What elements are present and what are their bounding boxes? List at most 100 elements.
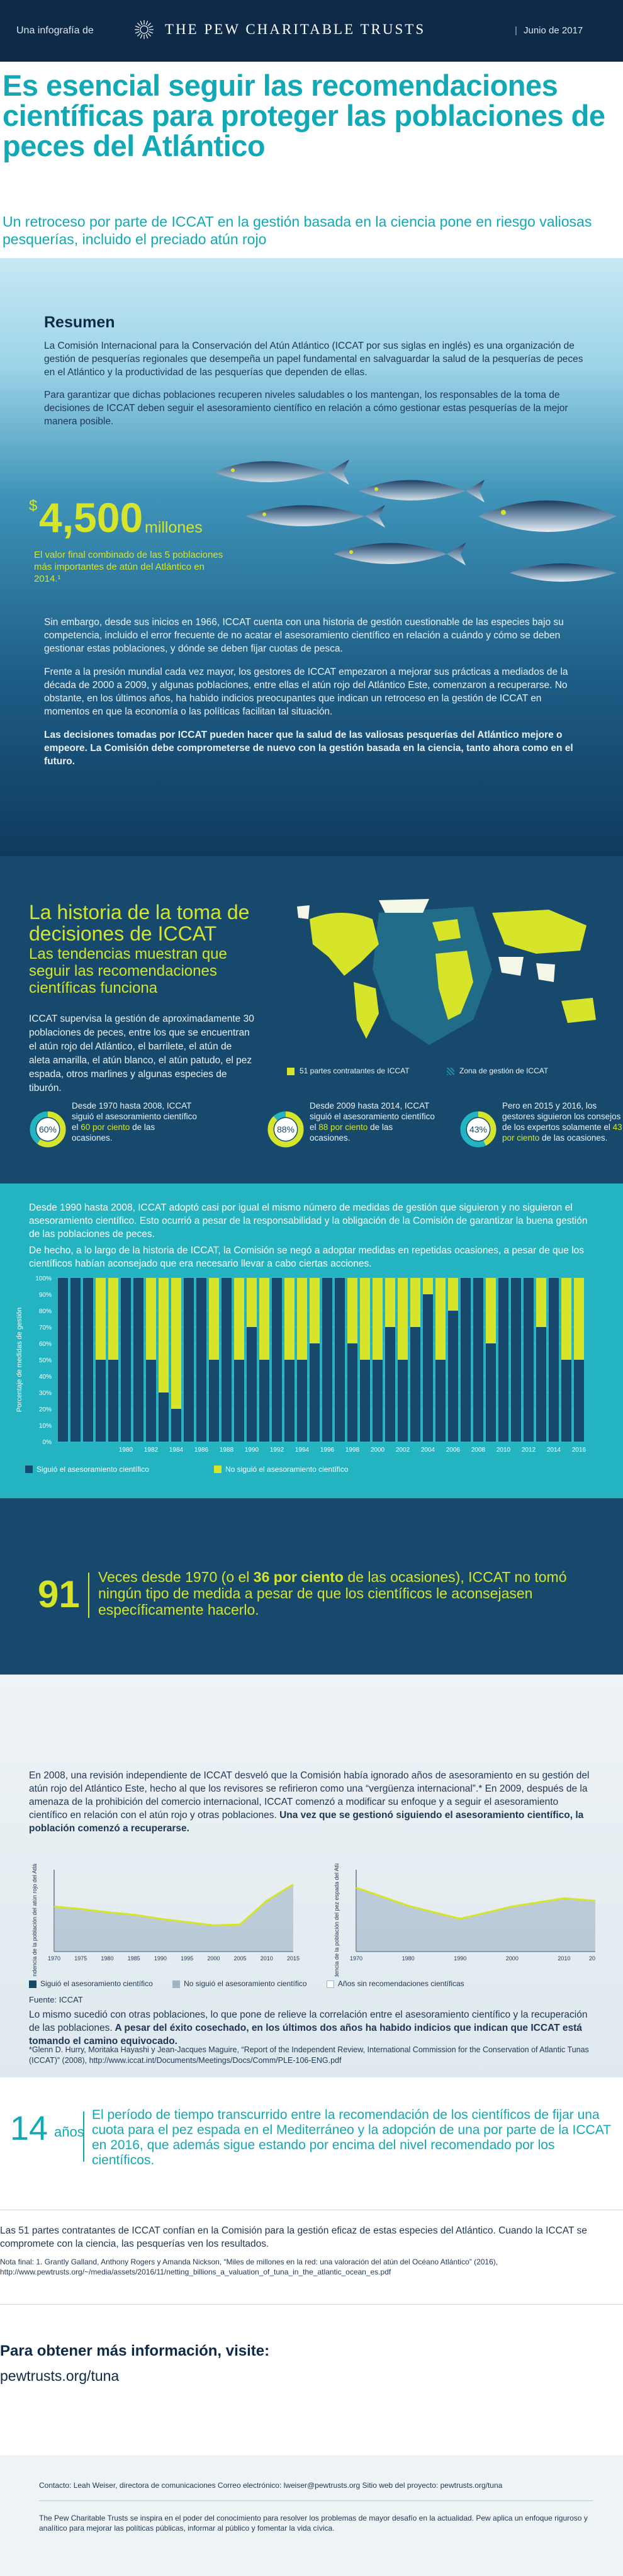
stat-highlight: 88 por ciento: [318, 1122, 368, 1132]
x-tick-label: 1988: [220, 1447, 234, 1454]
stat-text: Desde 1970 hasta 2008, ICCAT siguió el a…: [72, 1100, 198, 1143]
bar-not-followed: [574, 1278, 584, 1360]
bar-followed: [247, 1327, 257, 1442]
bar-followed: [473, 1278, 483, 1442]
x-tick-label: 2000: [207, 1955, 220, 1962]
ring-label: 43%: [469, 1124, 487, 1134]
pew-logo-icon: [135, 20, 154, 39]
bar-not-followed: [234, 1278, 244, 1360]
y-tick-label: 20%: [39, 1406, 52, 1413]
footer-contact: Contacto: Leah Weiser, directora de comu…: [39, 2481, 503, 2490]
y-axis-label: Tendencia de la población del atún rojo …: [31, 1863, 38, 1977]
x-tick-label: 2000: [506, 1955, 519, 1962]
bar-followed: [511, 1278, 521, 1442]
logo-ray: [147, 22, 152, 26]
logo-ray: [147, 33, 152, 37]
logo-ray: [135, 25, 140, 28]
bar-followed: [498, 1278, 508, 1442]
stat-highlight: 60 por ciento: [81, 1122, 130, 1132]
more-link[interactable]: pewtrusts.org/tuna: [0, 2368, 120, 2384]
bar-followed: [184, 1278, 194, 1442]
stat-text-pre: Desde 1970 hasta 2008, ICCAT siguió el a…: [72, 1101, 197, 1132]
x-tick-label: 2000: [371, 1447, 385, 1454]
x-tick-label: 2012: [522, 1447, 536, 1454]
bar-not-followed: [209, 1278, 219, 1360]
callout-unit: años: [54, 2124, 84, 2140]
stat-text-post: de las ocasiones.: [539, 1133, 608, 1143]
logo-ray: [135, 31, 140, 34]
page-title: Es esencial seguir las recomendaciones c…: [3, 69, 605, 162]
org-name: THE PEW CHARITABLE TRUSTS: [165, 21, 426, 37]
callout-number: 91: [38, 1573, 80, 1615]
y-tick-label: 70%: [39, 1325, 52, 1331]
bar-followed: [486, 1343, 496, 1442]
review-paragraph-1: En 2008, una revisión independiente de I…: [29, 1769, 595, 1835]
bar-followed: [70, 1278, 81, 1442]
x-tick-label: 1975: [74, 1955, 87, 1962]
legend-followed: Siguió el asesoramiento científico: [40, 1979, 153, 1988]
y-axis-label: Tendencia de la población del pez espada…: [334, 1863, 340, 1977]
bar-not-followed: [561, 1278, 571, 1360]
legend-parties-label: 51 partes contratantes de ICCAT: [300, 1066, 410, 1075]
history-paragraph-3: Las decisiones tomadas por ICCAT pueden …: [44, 730, 573, 767]
x-tick-label: 1980: [101, 1955, 113, 1962]
callout-text-highlight: 36 por ciento: [253, 1569, 344, 1585]
logo-ray: [137, 22, 141, 26]
x-tick-label: 1984: [169, 1447, 184, 1454]
decisions-section: La historia de la toma de decisiones de …: [0, 856, 623, 1183]
legend-swatch: [214, 1466, 222, 1473]
ring-center: [274, 1118, 297, 1141]
legend-swatch: [447, 1067, 454, 1075]
bar-followed: [146, 1360, 156, 1442]
bar-followed: [209, 1360, 219, 1442]
bar-not-followed: [259, 1278, 269, 1360]
x-tick-label: 1970: [350, 1955, 362, 1962]
y-tick-label: 60%: [39, 1341, 52, 1348]
bar-followed: [234, 1360, 244, 1442]
stat-2: 88% Desde 2009 hasta 2014, ICCAT siguió e…: [267, 1100, 449, 1176]
history-intro: Sin embargo, desde sus inicios en 1966, …: [44, 616, 585, 778]
bar-followed: [58, 1278, 68, 1442]
bar-not-followed: [247, 1278, 257, 1327]
x-tick-label: 2015: [287, 1955, 300, 1962]
legend-not-followed: No siguió el asesoramiento científico: [225, 1465, 349, 1474]
teal-paragraph-1: Desde 1990 hasta 2008, ICCAT adoptó casi…: [29, 1202, 588, 1240]
more-heading: Para obtener más información, visite:: [0, 2342, 270, 2359]
bar-followed: [435, 1360, 446, 1442]
bar-followed: [297, 1360, 307, 1442]
tuna-illustration: [214, 460, 617, 582]
percent-ring-icon: 88%: [267, 1111, 304, 1148]
legend-swatch: [326, 1980, 334, 1988]
bar-followed: [360, 1360, 370, 1442]
legend-followed: Siguió el asesoramiento científico: [36, 1465, 149, 1474]
population-area: [54, 1884, 293, 1952]
bar-followed: [574, 1360, 584, 1442]
bar-followed: [410, 1327, 420, 1442]
population-line: [356, 1887, 595, 1920]
ocean-section: Resumen La Comisión Internacional para l…: [0, 258, 623, 856]
bar-followed: [171, 1409, 181, 1442]
callout-rule: [83, 2111, 84, 2162]
ring-center: [36, 1118, 59, 1141]
bar-not-followed: [410, 1278, 420, 1327]
bar-not-followed: [536, 1278, 546, 1327]
bar-not-followed: [385, 1278, 395, 1327]
bar-followed: [259, 1360, 269, 1442]
y-tick-label: 100%: [35, 1275, 52, 1282]
bar-not-followed: [310, 1278, 320, 1343]
bar-followed: [423, 1294, 433, 1442]
x-tick-label: 1985: [128, 1955, 140, 1962]
y-axis-label: Porcentaje de medidas de gestión: [16, 1308, 23, 1412]
y-tick-label: 50%: [39, 1357, 52, 1364]
title-section: Es esencial seguir las recomendaciones c…: [0, 62, 623, 258]
x-tick-label: 1996: [320, 1447, 335, 1454]
callout-number: 14: [10, 2110, 48, 2147]
x-tick-label: 1990: [454, 1955, 466, 1962]
logo-ray: [149, 25, 154, 28]
footer-divider: [39, 2500, 593, 2501]
x-tick-label: 2010: [497, 1447, 511, 1454]
x-tick-label: 2004: [421, 1447, 435, 1454]
x-tick-label: 2010: [261, 1955, 273, 1962]
trend-legend: Siguió el asesoramiento científico No si…: [29, 1979, 464, 1988]
bar-not-followed: [96, 1278, 106, 1360]
